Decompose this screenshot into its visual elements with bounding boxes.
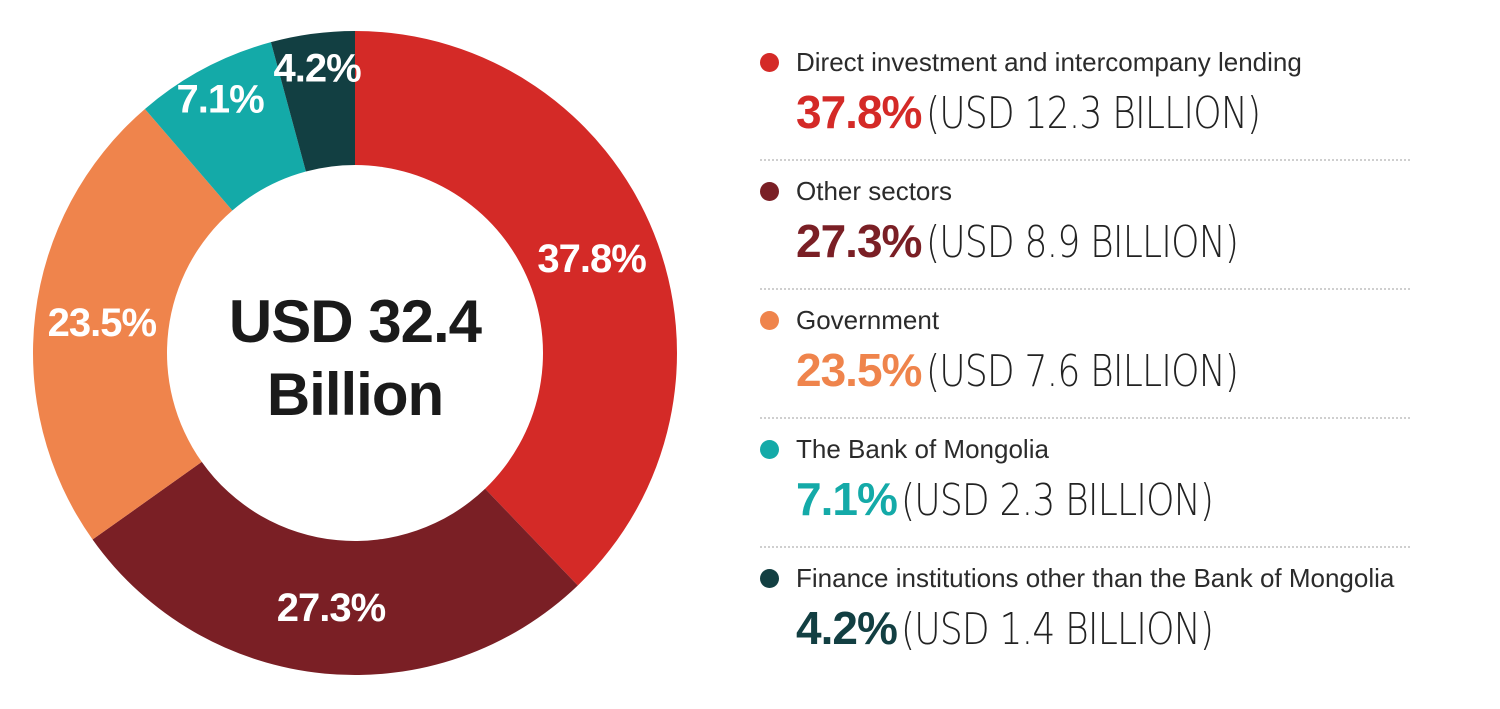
chart-legend: Direct investment and intercompany lendi…	[760, 42, 1410, 687]
legend-percent: 7.1%	[796, 473, 898, 525]
legend-dot-icon	[760, 439, 779, 459]
donut-slice	[92, 461, 578, 675]
donut-slice	[144, 42, 306, 211]
slice-label: 7.1%	[177, 78, 265, 122]
legend-label: Government	[796, 304, 940, 335]
legend-dot-icon	[760, 310, 779, 330]
center-total-line2: Billion	[267, 361, 443, 428]
legend-item-other-sectors: Other sectors 27.3% (USD 8.9 BILLION)	[760, 171, 1410, 290]
slice-label: 23.5%	[48, 301, 157, 345]
legend-label: The Bank of Mongolia	[796, 433, 1049, 464]
donut-chart: 37.8% 27.3% 23.5% 7.1%4.2% USD 32.4 Billion	[32, 31, 677, 675]
legend-percent: 23.5%	[796, 344, 922, 396]
donut-slice	[32, 108, 233, 540]
slice-label: 4.2%	[273, 47, 361, 91]
legend-amount: (USD 12.3 BILLION)	[925, 88, 1261, 139]
legend-item-bank-of-mongolia: The Bank of Mongolia 7.1% (USD 2.3 BILLI…	[760, 429, 1410, 548]
donut-slices	[32, 31, 677, 675]
legend-amount: (USD 7.6 BILLION)	[925, 346, 1239, 397]
slice-labels: 37.8% 27.3% 23.5% 7.1%4.2%	[48, 47, 648, 630]
legend-dot-icon	[760, 568, 779, 588]
legend-percent: 4.2%	[796, 602, 898, 654]
center-total-line1: USD 32.4	[229, 288, 483, 355]
legend-percent: 27.3%	[796, 215, 922, 267]
legend-percent: 37.8%	[796, 86, 922, 138]
legend-item-finance-institutions: Finance institutions other than the Bank…	[760, 558, 1410, 666]
legend-dot-icon	[760, 52, 779, 72]
legend-item-government: Government 23.5% (USD 7.6 BILLION)	[760, 300, 1410, 419]
legend-label: Other sectors	[796, 175, 953, 206]
legend-dot-icon	[760, 181, 779, 201]
slice-label: 37.8%	[537, 237, 646, 281]
legend-amount: (USD 8.9 BILLION)	[925, 217, 1239, 268]
legend-amount: (USD 1.4 BILLION)	[901, 604, 1214, 655]
donut-slice	[355, 31, 677, 586]
legend-label: Finance institutions other than the Bank…	[796, 562, 1395, 593]
slice-label: 27.3%	[277, 586, 386, 630]
legend-amount: (USD 2.3 BILLION)	[901, 475, 1214, 526]
legend-item-direct-investment: Direct investment and intercompany lendi…	[760, 42, 1410, 161]
donut-slice	[270, 31, 355, 172]
legend-label: Direct investment and intercompany lendi…	[796, 46, 1302, 77]
